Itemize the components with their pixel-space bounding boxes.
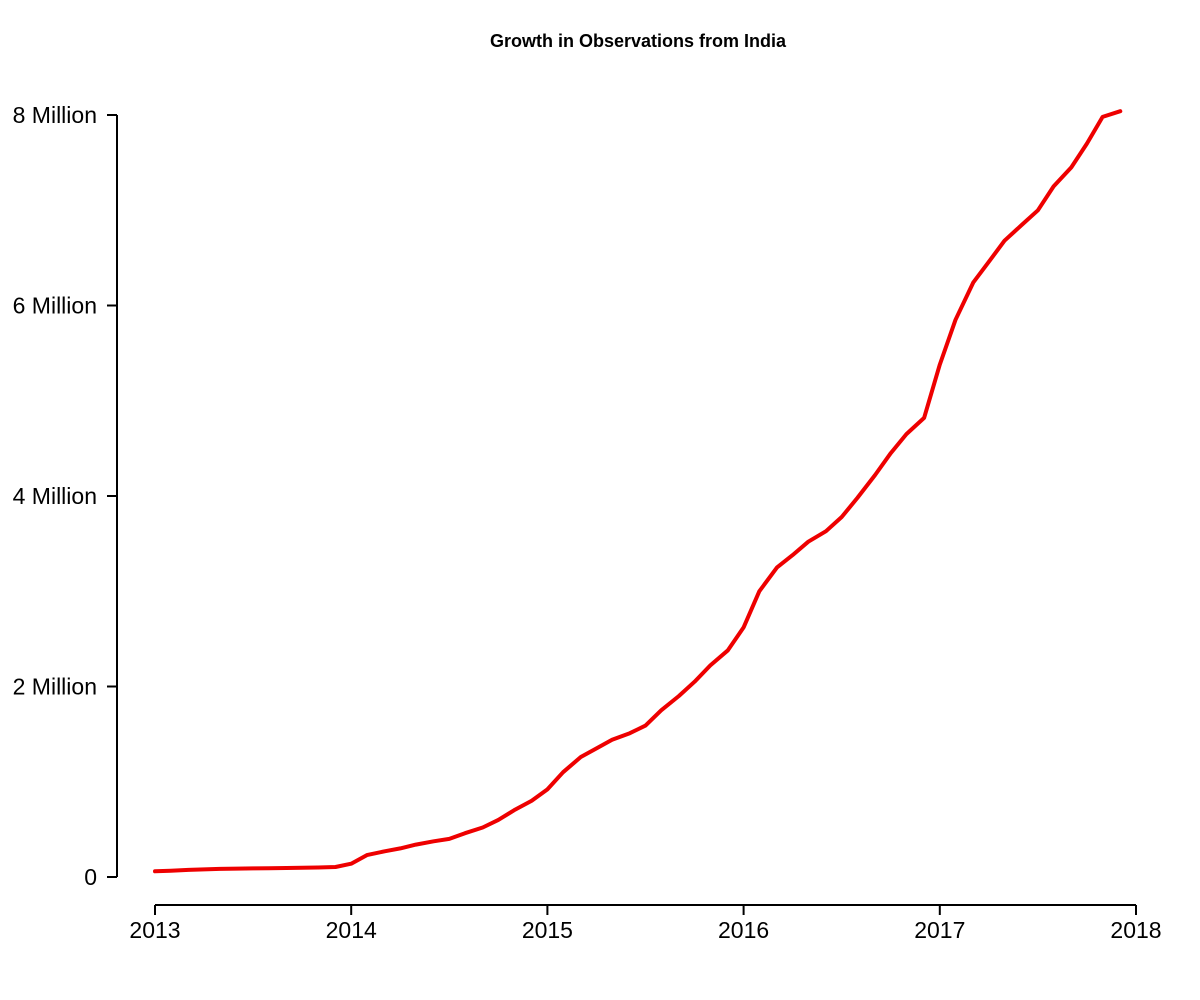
x-axis: 2013 2014 2015 2016 2017 2018 — [129, 904, 1162, 943]
chart-title: Growth in Observations from India — [490, 31, 787, 51]
y-tick-label: 2 Million — [13, 674, 97, 700]
x-tick-label: 2018 — [1110, 917, 1161, 943]
x-tick-label: 2016 — [718, 917, 769, 943]
series-line-0 — [153, 109, 1123, 874]
x-tick-label: 2014 — [326, 917, 377, 943]
y-axis: 0 2 Million 4 Million 6 Million 8 Million — [13, 102, 118, 890]
x-tick-label: 2015 — [522, 917, 573, 943]
series-group — [153, 109, 1123, 874]
x-tick-label: 2017 — [914, 917, 965, 943]
y-tick-label: 8 Million — [13, 102, 97, 128]
y-tick-label: 0 — [84, 864, 97, 890]
y-tick-label: 4 Million — [13, 483, 97, 509]
y-tick-label: 6 Million — [13, 293, 97, 319]
x-tick-label: 2013 — [129, 917, 180, 943]
